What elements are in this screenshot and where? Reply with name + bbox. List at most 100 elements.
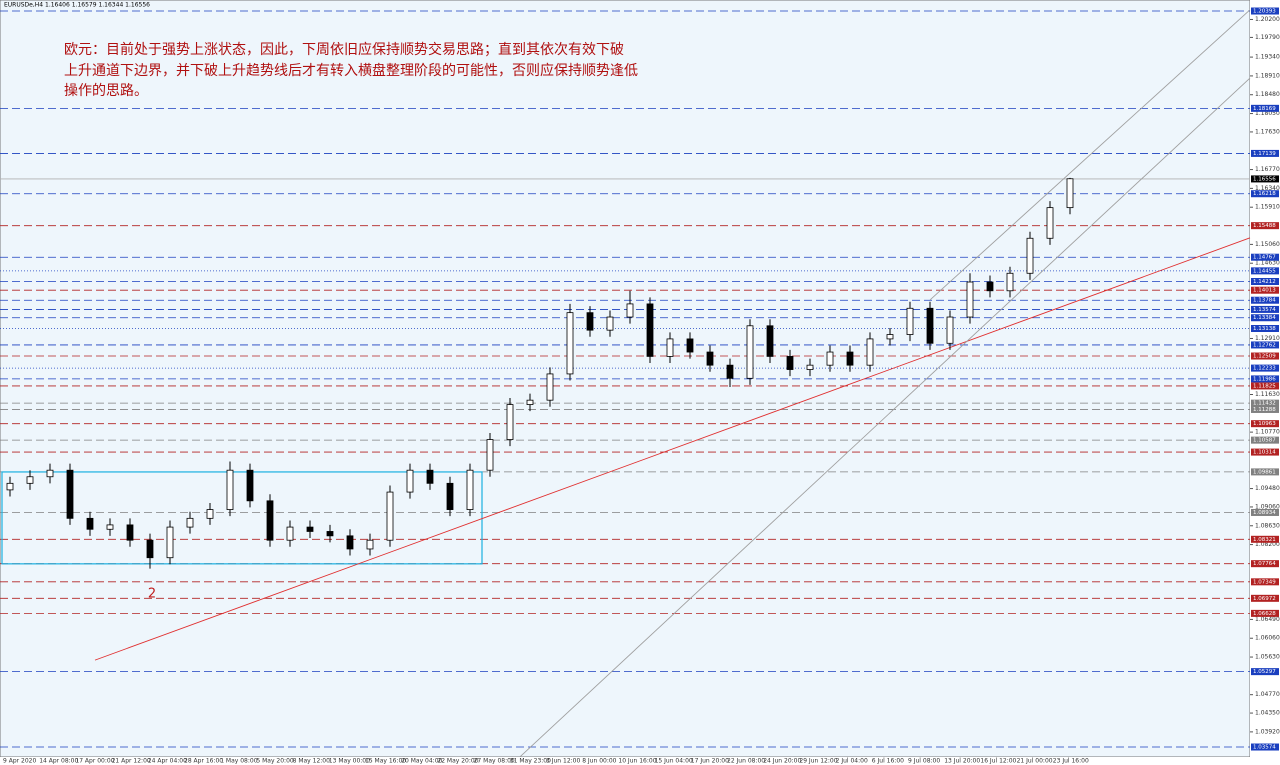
level-label: 1.14013	[1253, 288, 1276, 294]
level-tag	[1251, 7, 1279, 15]
candle-body	[66, 469, 74, 519]
level-label: 1.10963	[1253, 421, 1276, 427]
level-label: 1.05297	[1253, 669, 1276, 675]
candle-body	[326, 531, 334, 537]
candle-body	[566, 312, 574, 375]
x-tick-label: 27 May 08:00	[474, 758, 515, 765]
x-tick-label: 8 Jun 00:00	[582, 758, 616, 765]
level-tag	[1251, 609, 1279, 617]
x-tick-label: 22 Jun 08:00	[727, 758, 765, 765]
candle-body	[806, 364, 814, 370]
x-tick-label: 21 Apr 12:00	[112, 758, 151, 765]
y-tick-label: 1.19340	[1255, 54, 1280, 61]
level-tag	[1251, 508, 1279, 516]
level-label: 1.11825	[1253, 383, 1276, 389]
note-line: 上升通道下边界，并下破上升趋势线后才有转入横盘整理阶段的可能性，否则应保持顺势逢…	[64, 62, 638, 79]
candle-body	[906, 307, 914, 335]
level-label: 1.11986	[1253, 376, 1276, 382]
y-tick-label: 1.15060	[1255, 241, 1280, 248]
x-tick-label: 6 Jul 16:00	[872, 758, 904, 765]
level-label: 1.07349	[1253, 579, 1276, 585]
level-tag	[1251, 578, 1279, 586]
wave-label: 2	[148, 587, 156, 602]
candle-body	[386, 491, 394, 541]
level-label: 1.17139	[1253, 151, 1276, 157]
y-tick-label: 1.09480	[1255, 485, 1280, 492]
candle-body	[866, 338, 874, 366]
candle-body	[206, 509, 214, 519]
x-tick-label: 23 Jul 16:00	[1053, 758, 1089, 765]
level-tag	[1251, 190, 1279, 198]
candle-body	[366, 539, 374, 550]
x-tick-label: 28 Apr 16:00	[184, 758, 223, 765]
candle-body	[286, 526, 294, 541]
candle-body	[226, 469, 234, 510]
candle-body	[466, 469, 474, 510]
y-tick-label: 1.06060	[1255, 635, 1280, 642]
candle-body	[1046, 207, 1054, 239]
level-tag	[1251, 594, 1279, 602]
plot-area	[0, 0, 1251, 758]
candle-body	[426, 469, 434, 484]
level-tag	[1251, 436, 1279, 444]
level-label: 1.12233	[1253, 366, 1276, 372]
level-tag	[1251, 149, 1279, 157]
x-tick-label: 5 May 20:00	[256, 758, 294, 765]
level-tag	[1251, 382, 1279, 390]
y-tick-label: 1.19790	[1255, 34, 1280, 41]
y-tick-label: 1.06490	[1255, 616, 1280, 623]
level-tag	[1251, 278, 1279, 286]
level-label: 1.14455	[1253, 268, 1276, 274]
y-tick-label: 1.08630	[1255, 522, 1280, 529]
y-tick-label: 1.03920	[1255, 728, 1280, 735]
level-tag	[1251, 535, 1279, 543]
level-label: 1.20393	[1253, 9, 1276, 15]
candle-body	[666, 338, 674, 357]
candle-body	[6, 482, 14, 491]
candle-body	[346, 535, 354, 550]
x-tick-label: 17 Jun 20:00	[691, 758, 729, 765]
candle-body	[966, 281, 974, 318]
x-tick-label: 1 May 08:00	[220, 758, 258, 765]
y-tick-label: 1.20200	[1255, 16, 1280, 23]
level-tag	[1251, 352, 1279, 360]
candle-body	[126, 524, 134, 541]
candle-body	[106, 524, 114, 530]
y-tick-label: 1.18480	[1255, 91, 1280, 98]
candle-body	[1026, 237, 1034, 274]
level-label: 1.13384	[1253, 315, 1276, 321]
x-tick-label: 13 May 00:00	[329, 758, 370, 765]
time-axis	[0, 757, 1250, 765]
candle-body	[686, 338, 694, 353]
level-tag	[1251, 305, 1279, 313]
level-label: 1.13138	[1253, 326, 1276, 332]
level-tag	[1251, 341, 1279, 349]
y-tick-label: 1.04770	[1255, 691, 1280, 698]
x-tick-label: 29 Jun 12:00	[799, 758, 837, 765]
level-label: 1.13784	[1253, 298, 1276, 304]
level-label: 1.06972	[1253, 596, 1276, 602]
candle-body	[406, 469, 414, 493]
level-label: 1.06628	[1253, 611, 1276, 617]
candle-body	[826, 351, 834, 366]
level-label: 1.16218	[1253, 191, 1276, 197]
candle-body	[446, 482, 454, 510]
candle-body	[526, 399, 534, 405]
x-tick-label: 9 Jul 08:00	[908, 758, 940, 765]
x-tick-label: 17 Apr 00:00	[75, 758, 114, 765]
x-tick-label: 22 May 20:00	[437, 758, 478, 765]
level-tag	[1251, 175, 1279, 183]
level-label: 1.11432	[1253, 401, 1276, 407]
candle-body	[946, 316, 954, 344]
level-tag	[1251, 324, 1279, 332]
level-tag	[1251, 448, 1279, 456]
level-tag	[1251, 668, 1279, 676]
y-tick-label: 1.17630	[1255, 128, 1280, 135]
level-tag	[1251, 364, 1279, 372]
note-line: 操作的思路。	[64, 83, 148, 99]
candle-body	[246, 469, 254, 502]
candle-body	[606, 316, 614, 331]
x-tick-label: 2 Jul 04:00	[836, 758, 868, 765]
range-box	[1, 471, 483, 565]
